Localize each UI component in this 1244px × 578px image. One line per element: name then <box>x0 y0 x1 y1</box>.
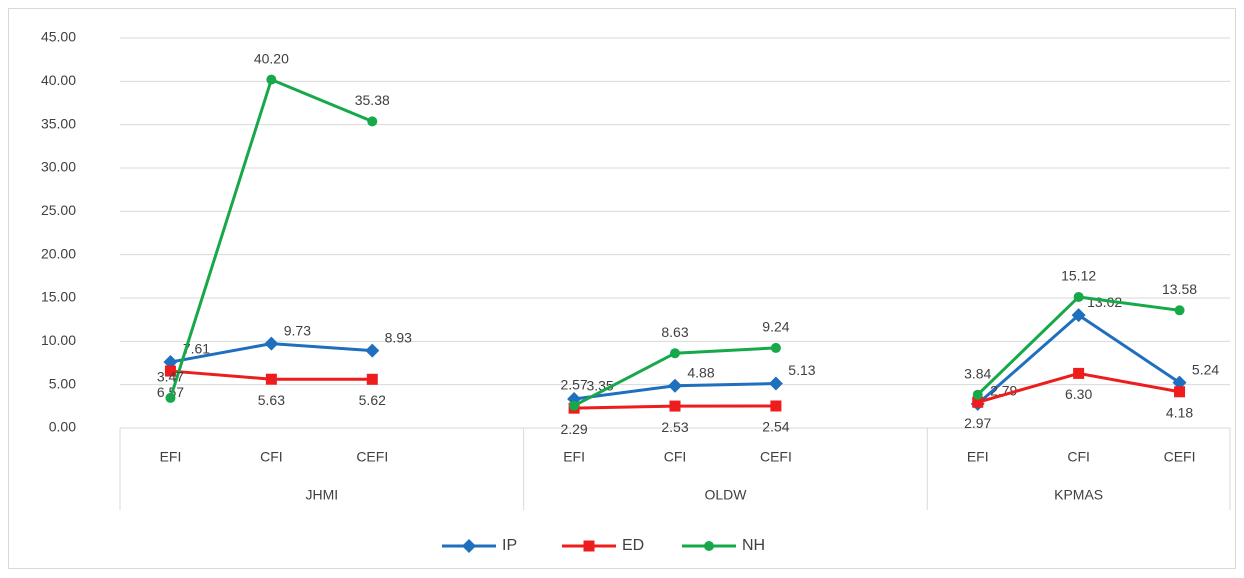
y-tick-label: 35.00 <box>41 115 76 131</box>
data-label: 4.88 <box>687 364 714 380</box>
data-label: 8.63 <box>661 324 688 340</box>
legend-marker <box>583 540 595 552</box>
legend-marker <box>462 539 476 553</box>
data-label: 13.58 <box>1162 281 1197 297</box>
data-point <box>1174 305 1185 316</box>
data-point <box>1071 308 1086 323</box>
x-tick-label: CEFI <box>356 449 388 465</box>
data-label: 15.12 <box>1061 268 1096 284</box>
data-label: 6.57 <box>157 384 184 400</box>
y-tick-label: 45.00 <box>41 29 76 45</box>
group-label: KPMAS <box>1054 487 1103 503</box>
x-tick-label: EFI <box>967 449 989 465</box>
data-point <box>972 396 984 408</box>
data-label: 7.61 <box>183 341 210 357</box>
x-tick-label: CFI <box>664 449 687 465</box>
y-tick-label: 0.00 <box>49 419 76 435</box>
data-label: 2.54 <box>762 419 789 435</box>
x-tick-label: EFI <box>563 449 585 465</box>
data-point <box>264 336 279 351</box>
data-point <box>972 389 983 400</box>
x-tick-label: CEFI <box>760 449 792 465</box>
data-label: 5.62 <box>359 392 386 408</box>
x-tick-label: CFI <box>1067 449 1090 465</box>
data-label: 8.93 <box>385 329 412 345</box>
data-point <box>1172 375 1187 390</box>
data-point <box>670 348 680 359</box>
data-label: 9.73 <box>284 322 311 338</box>
data-label: 2.29 <box>560 421 587 437</box>
data-point <box>569 400 580 411</box>
chart-border <box>8 8 1236 569</box>
data-label: 3.47 <box>157 369 184 385</box>
data-label: 2.57 <box>560 376 587 392</box>
data-label: 5.13 <box>788 362 815 378</box>
data-label: 2.97 <box>964 415 991 431</box>
x-tick-label: EFI <box>160 449 182 465</box>
legend-label: ED <box>622 537 644 554</box>
data-point <box>164 365 176 377</box>
data-point <box>266 74 277 85</box>
x-tick-label: CFI <box>260 449 283 465</box>
x-tick-label: CEFI <box>1164 449 1196 465</box>
data-point <box>768 376 783 391</box>
data-point <box>366 373 378 385</box>
data-point <box>265 373 277 385</box>
data-point <box>669 400 681 412</box>
data-point <box>1174 386 1186 398</box>
data-label: 5.24 <box>1192 361 1219 377</box>
data-label: 2.53 <box>661 419 688 435</box>
legend-label: NH <box>742 537 765 554</box>
data-point <box>165 392 176 403</box>
legend-label: IP <box>502 537 517 554</box>
data-label: 9.24 <box>762 319 789 335</box>
data-point <box>1073 291 1084 302</box>
data-point <box>367 116 378 127</box>
data-point <box>163 355 178 370</box>
data-label: 4.18 <box>1166 404 1193 420</box>
data-label: 6.30 <box>1065 386 1092 402</box>
legend-marker <box>704 541 714 551</box>
data-point <box>668 378 682 393</box>
y-tick-label: 30.00 <box>41 159 76 175</box>
data-label: 2.79 <box>990 383 1017 399</box>
y-tick-label: 40.00 <box>41 72 76 88</box>
data-label: 5.63 <box>258 392 285 408</box>
data-point <box>770 342 781 353</box>
group-label: JHMI <box>305 487 338 503</box>
y-tick-label: 20.00 <box>41 245 76 261</box>
data-label: 3.84 <box>964 365 991 381</box>
group-label: OLDW <box>704 487 747 503</box>
y-tick-label: 5.00 <box>49 375 76 391</box>
y-tick-label: 15.00 <box>41 289 76 305</box>
data-label: 40.20 <box>254 50 289 66</box>
y-tick-label: 10.00 <box>41 332 76 348</box>
y-tick-label: 25.00 <box>41 202 76 218</box>
data-label: 35.38 <box>355 92 390 108</box>
data-point <box>770 400 782 412</box>
data-point <box>365 343 380 358</box>
data-point <box>1073 367 1085 379</box>
